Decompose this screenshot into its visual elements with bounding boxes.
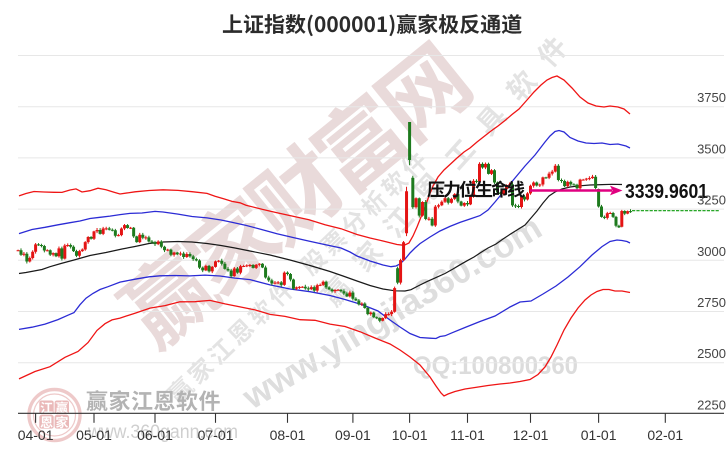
svg-text:08-01: 08-01 — [270, 427, 306, 443]
svg-text:07-01: 07-01 — [198, 427, 234, 443]
svg-text:10-01: 10-01 — [392, 427, 428, 443]
svg-text:04-01: 04-01 — [18, 427, 54, 443]
svg-text:3000: 3000 — [697, 244, 726, 259]
svg-text:12-01: 12-01 — [513, 427, 549, 443]
svg-text:www.360gann.com: www.360gann.com — [87, 422, 238, 443]
svg-text:3339.9601: 3339.9601 — [625, 180, 708, 203]
svg-text:2500: 2500 — [697, 346, 726, 361]
svg-text:06-01: 06-01 — [137, 427, 173, 443]
svg-text:02-01: 02-01 — [647, 427, 683, 443]
svg-text:3500: 3500 — [697, 141, 726, 156]
svg-text:01-01: 01-01 — [581, 427, 617, 443]
svg-text:2250: 2250 — [697, 397, 726, 412]
svg-text:3250: 3250 — [697, 193, 726, 208]
svg-text:09-01: 09-01 — [335, 427, 371, 443]
svg-text:3750: 3750 — [697, 90, 726, 105]
svg-text:QQ:100800360: QQ:100800360 — [413, 352, 578, 380]
svg-text:11-01: 11-01 — [450, 427, 485, 443]
svg-text:05-01: 05-01 — [76, 427, 112, 443]
svg-text:2750: 2750 — [697, 295, 726, 310]
